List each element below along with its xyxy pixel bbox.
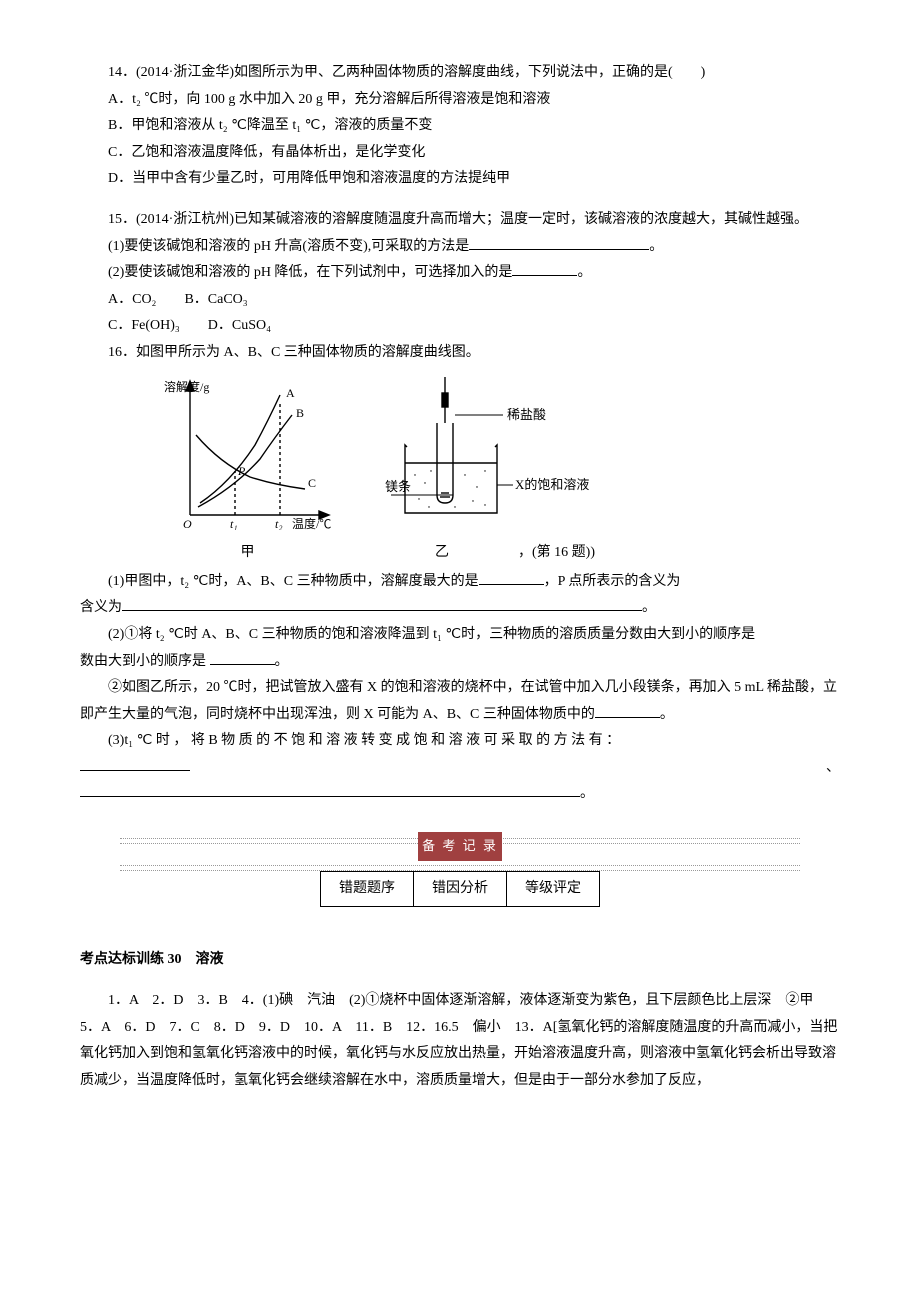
q16-p2a: (2)①将 t₂ ℃时 A、B、C 三种物质的饱和溶液降温到 t₁ ℃时，三种物…: [108, 627, 755, 642]
svg-text:温度/℃: 温度/℃: [292, 516, 331, 530]
q15-p2: (2)要使该碱饱和溶液的 pH 降低，在下列试剂中，可选择加入的是 。: [80, 260, 840, 287]
q16-p4-line2: 、: [80, 755, 840, 782]
q16-p3: ②如图乙所示，20 ℃时，把试管放入盛有 X 的饱和溶液的烧杯中，在试管中加入几…: [80, 675, 840, 728]
q15-p1-text: (1)要使该碱饱和溶液的 pH 升高(溶质不变),可采取的方法是: [108, 239, 469, 254]
svg-text:P: P: [237, 464, 246, 478]
svg-text:B: B: [296, 406, 304, 420]
q16-apparatus: 稀盐酸 镁条 X的饱和溶液 乙 ，(第 16 题)): [385, 375, 595, 567]
q16-stem: 16．如图甲所示为 A、B、C 三种固体物质的溶解度曲线图。: [80, 340, 840, 367]
q16-p2-line2: 数由大到小的顺序是 。: [80, 649, 840, 676]
svg-text:O: O: [183, 517, 192, 530]
q16-p1-blank2: [122, 610, 642, 611]
q15-p2-end: 。: [577, 265, 591, 280]
q14-opt-a: A．t₂ ℃时，向 100 g 水中加入 20 g 甲，充分溶解后所得溶液是饱和…: [80, 87, 840, 114]
apparatus-svg: 稀盐酸 镁条 X的饱和溶液: [385, 375, 595, 530]
q16-p3a: ②如图乙所示，20 ℃时，把试管放入盛有 X 的饱和溶液的烧杯中，在试管中加入几…: [80, 680, 837, 722]
q15-stem: 15．(2014·浙江杭州)已知某碱溶液的溶解度随温度升高而增大；温度一定时，该…: [80, 207, 840, 234]
q16-p3b: 。: [660, 707, 674, 722]
notes-section: 备 考 记 录 错题题序 错因分析 等级评定: [80, 838, 840, 907]
answers-title: 考点达标训练 30 溶液: [80, 947, 840, 974]
svg-text:C: C: [308, 476, 316, 490]
table-row: 错题题序 错因分析 等级评定: [321, 871, 600, 907]
q16-figures: 溶解度/g A B C P O t₁ t₂ 温度/℃ 甲: [160, 375, 840, 567]
q16-p1-blank1: [479, 584, 544, 585]
q15-p1: (1)要使该碱饱和溶液的 pH 升高(溶质不变),可采取的方法是 。: [80, 234, 840, 261]
q15-p2-text: (2)要使该碱饱和溶液的 pH 降低，在下列试剂中，可选择加入的是: [108, 265, 512, 280]
q16-p4-line3: 。: [80, 781, 840, 808]
svg-text:t₂: t₂: [275, 517, 283, 530]
svg-text:溶解度/g: 溶解度/g: [164, 379, 209, 394]
q15-opt-ab: A．CO₂ B．CaCO₃: [80, 287, 840, 314]
q16-p1c: 。: [642, 600, 656, 615]
q14-opt-b: B．甲饱和溶液从 t₂ ℃降温至 t₁ ℃，溶液的质量不变: [80, 113, 840, 140]
svg-text:t₁: t₁: [230, 517, 238, 530]
answers-body: 1．A 2．D 3．B 4．(1)碘 汽油 (2)①烧杯中固体逐渐溶解，液体逐渐…: [80, 988, 840, 1094]
svg-text:稀盐酸: 稀盐酸: [507, 407, 546, 422]
col-2: 错因分析: [414, 871, 507, 907]
notes-table: 错题题序 错因分析 等级评定: [320, 871, 600, 908]
col-3: 等级评定: [507, 871, 600, 907]
apparatus-caption: 乙: [435, 540, 449, 567]
solubility-chart-svg: 溶解度/g A B C P O t₁ t₂ 温度/℃: [160, 375, 335, 530]
q14-stem: 14．(2014·浙江金华)如图所示为甲、乙两种固体物质的溶解度曲线，下列说法中…: [80, 60, 840, 87]
q14-opt-d: D．当甲中含有少量乙时，可用降低甲饱和溶液温度的方法提纯甲: [80, 166, 840, 193]
chart-caption: 甲: [160, 540, 335, 567]
q15-p1-blank: [469, 249, 649, 250]
svg-text:X的饱和溶液: X的饱和溶液: [515, 477, 589, 492]
q16-p4b: 、: [826, 755, 840, 782]
q14-opt-c: C．乙饱和溶液温度降低，有晶体析出，是化学变化: [80, 140, 840, 167]
fig-ref: ，(第 16 题)): [518, 540, 595, 567]
q16-p4: (3)t₁ ℃ 时 ， 将 B 物 质 的 不 饱 和 溶 液 转 变 成 饱 …: [80, 728, 840, 755]
q16-p1: (1)甲图中，t₂ ℃时，A、B、C 三种物质中，溶解度最大的是 ，P 点所表示的…: [80, 569, 840, 596]
q16-p2: (2)①将 t₂ ℃时 A、B、C 三种物质的饱和溶液降温到 t₁ ℃时，三种物…: [80, 622, 840, 649]
svg-text:A: A: [286, 386, 295, 400]
svg-text:镁条: 镁条: [385, 479, 411, 494]
q16-p4-blank2: [80, 796, 580, 797]
q16-chart: 溶解度/g A B C P O t₁ t₂ 温度/℃ 甲: [160, 375, 335, 567]
q16-p4c: 。: [580, 786, 594, 801]
q15-p1-end: 。: [649, 239, 663, 254]
q15-p2-blank: [512, 275, 577, 276]
q16-p4a: (3)t₁ ℃ 时 ， 将 B 物 质 的 不 饱 和 溶 液 转 变 成 饱 …: [108, 733, 620, 748]
q16-p3-blank: [595, 717, 660, 718]
q15-opt-cd: C．Fe(OH)₃ D．CuSO₄: [80, 313, 840, 340]
col-1: 错题题序: [321, 871, 414, 907]
q16-p1a: (1)甲图中，t₂ ℃时，A、B、C 三种物质中，溶解度最大的是: [108, 574, 479, 589]
q16-p1b: ，P 点所表示的含义为: [544, 574, 681, 589]
q16-p1-line2: 含义为。: [80, 595, 840, 622]
notes-title: 备 考 记 录: [418, 832, 502, 861]
q16-p2-blank: [210, 664, 275, 665]
q16-p4-blank1: [80, 770, 190, 771]
q16-p2b: 。: [275, 654, 289, 669]
